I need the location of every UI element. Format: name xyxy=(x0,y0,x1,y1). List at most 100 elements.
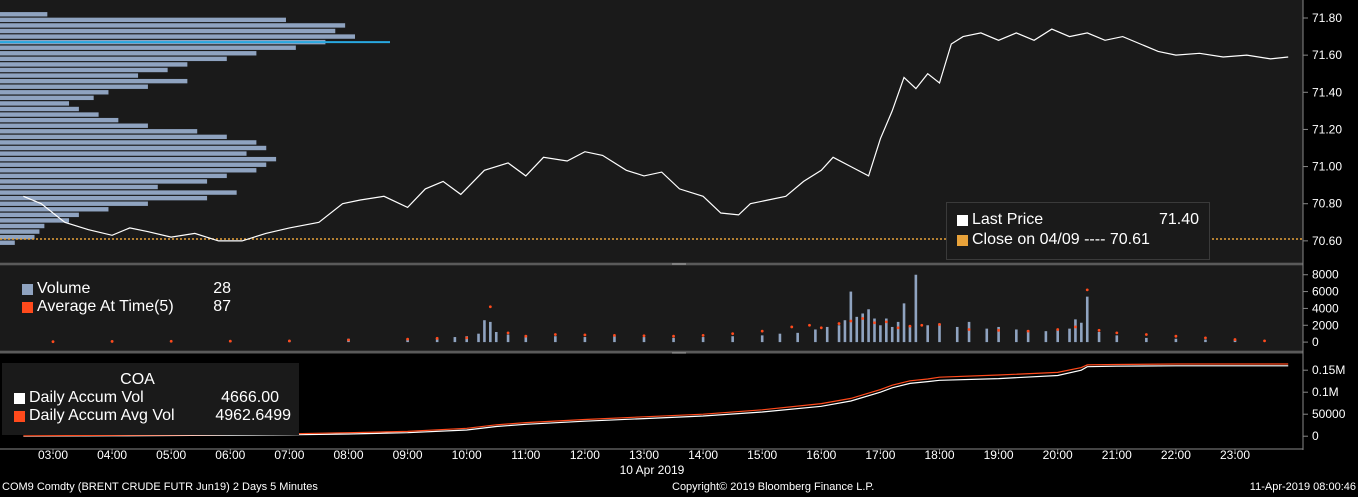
volume-bar xyxy=(701,337,705,343)
accum-tick-label: 0.15M xyxy=(1312,363,1345,377)
profile-bar xyxy=(0,17,286,23)
volume-value: 28 xyxy=(213,280,231,297)
volume-bar xyxy=(453,337,457,343)
x-tick-label: 06:00 xyxy=(215,448,245,462)
avg-dot xyxy=(997,328,1000,332)
volume-bar xyxy=(967,321,971,343)
avg-dot xyxy=(465,336,469,340)
avg-dot xyxy=(553,333,557,336)
volume-bar xyxy=(914,274,918,343)
footer-copyright: Copyright© 2019 Bloomberg Finance L.P. xyxy=(672,481,875,493)
avg-dot xyxy=(169,339,173,343)
profile-bar xyxy=(0,28,336,34)
volume-bar xyxy=(1097,332,1101,343)
profile-bar xyxy=(0,51,257,56)
volume-bar xyxy=(1080,322,1083,343)
avg-dot xyxy=(1144,333,1148,336)
profile-bar xyxy=(0,134,227,140)
volume-bar xyxy=(985,328,989,343)
close-swatch xyxy=(957,234,968,246)
volume-bar xyxy=(524,335,528,343)
profile-bar xyxy=(0,95,94,101)
avg-dot xyxy=(808,323,811,327)
accum-vol-line xyxy=(23,365,1289,437)
avg-dot xyxy=(760,329,764,333)
date-label: 10 Apr 2019 xyxy=(620,463,685,477)
volume-label: Volume xyxy=(37,280,91,297)
volume-bar xyxy=(890,326,894,343)
volume-bar xyxy=(814,329,817,343)
avg-dot xyxy=(228,339,232,343)
last-price-label: Last Price xyxy=(972,211,1044,228)
volume-bar xyxy=(1074,319,1077,343)
avg-dot xyxy=(849,319,853,323)
price-tick-label: 71.60 xyxy=(1312,48,1342,62)
profile-bar xyxy=(0,101,70,106)
profile-bar xyxy=(0,173,227,179)
volume-tick-label: 0 xyxy=(1312,335,1319,349)
accum-title: COA xyxy=(120,371,155,388)
volume-bar xyxy=(837,325,841,343)
x-tick-label: 11:00 xyxy=(511,448,540,462)
x-tick-label: 05:00 xyxy=(156,448,186,462)
price-tick-label: 71.80 xyxy=(1312,11,1342,25)
accum-legend[interactable]: COA Daily Accum Vol 4666.00 Daily Accum … xyxy=(2,363,299,435)
volume-bar xyxy=(1145,337,1148,343)
volume-bar xyxy=(483,320,486,343)
volume-bar xyxy=(796,332,799,343)
volume-bar xyxy=(843,320,847,343)
price-legend[interactable]: Last Price 71.40 Close on 04/09 ---- 70.… xyxy=(946,202,1210,260)
avg-dot xyxy=(1056,328,1060,331)
accum-avg-line xyxy=(23,363,1289,437)
accum-avg-swatch xyxy=(14,410,25,422)
profile-bar xyxy=(0,223,45,229)
avg-dot xyxy=(938,323,941,326)
accum-vol-label: Daily Accum Vol xyxy=(29,389,144,406)
price-tick-label: 70.60 xyxy=(1312,234,1342,248)
avg-dot xyxy=(1204,336,1207,340)
profile-bar xyxy=(0,240,15,245)
volume-bar xyxy=(997,326,1000,343)
avg-value: 87 xyxy=(213,298,231,315)
volume-bar xyxy=(583,337,587,343)
profile-bar xyxy=(0,145,267,151)
profile-bar xyxy=(0,156,277,162)
avg-dot xyxy=(967,328,971,331)
avg-dot xyxy=(1074,325,1077,329)
profile-bar xyxy=(0,12,48,17)
volume-bar xyxy=(672,337,675,343)
profile-bar xyxy=(0,56,227,62)
last-price-value: 71.40 xyxy=(1158,211,1199,228)
volume-bar xyxy=(1233,340,1237,343)
profile-bar xyxy=(0,207,109,212)
accum-tick-label: 0 xyxy=(1312,429,1319,443)
volume-bar xyxy=(855,316,859,343)
avg-dot xyxy=(1233,338,1237,341)
volume-bar xyxy=(435,337,439,343)
profile-bar xyxy=(0,23,346,28)
x-tick-label: 20:00 xyxy=(1043,448,1073,462)
volume-tick-label: 8000 xyxy=(1312,268,1339,282)
profile-bar xyxy=(0,90,109,95)
close-label: Close on 04/09 ---- 70.61 xyxy=(972,231,1150,248)
volume-tick-label: 6000 xyxy=(1312,285,1339,299)
profile-bar xyxy=(0,179,208,184)
profile-bar xyxy=(0,117,119,123)
price-series-line xyxy=(23,28,1289,242)
volume-legend[interactable]: Volume 28 Average At Time(5) 87 xyxy=(8,276,237,324)
avg-dot xyxy=(583,333,587,337)
volume-tick-label: 2000 xyxy=(1312,318,1339,332)
avg-dot xyxy=(524,334,528,338)
volume-bar xyxy=(1056,329,1059,343)
profile-bar xyxy=(0,151,247,156)
avg-dot xyxy=(819,326,823,330)
volume-bar xyxy=(1015,329,1018,343)
price-tick-label: 70.80 xyxy=(1312,197,1342,211)
volume-bar xyxy=(1068,328,1071,343)
avg-dot xyxy=(837,322,841,325)
profile-bar xyxy=(0,67,168,73)
avg-dot xyxy=(731,332,735,336)
profile-bar xyxy=(0,123,148,128)
volume-swatch xyxy=(22,283,33,295)
avg-dot xyxy=(51,340,55,344)
